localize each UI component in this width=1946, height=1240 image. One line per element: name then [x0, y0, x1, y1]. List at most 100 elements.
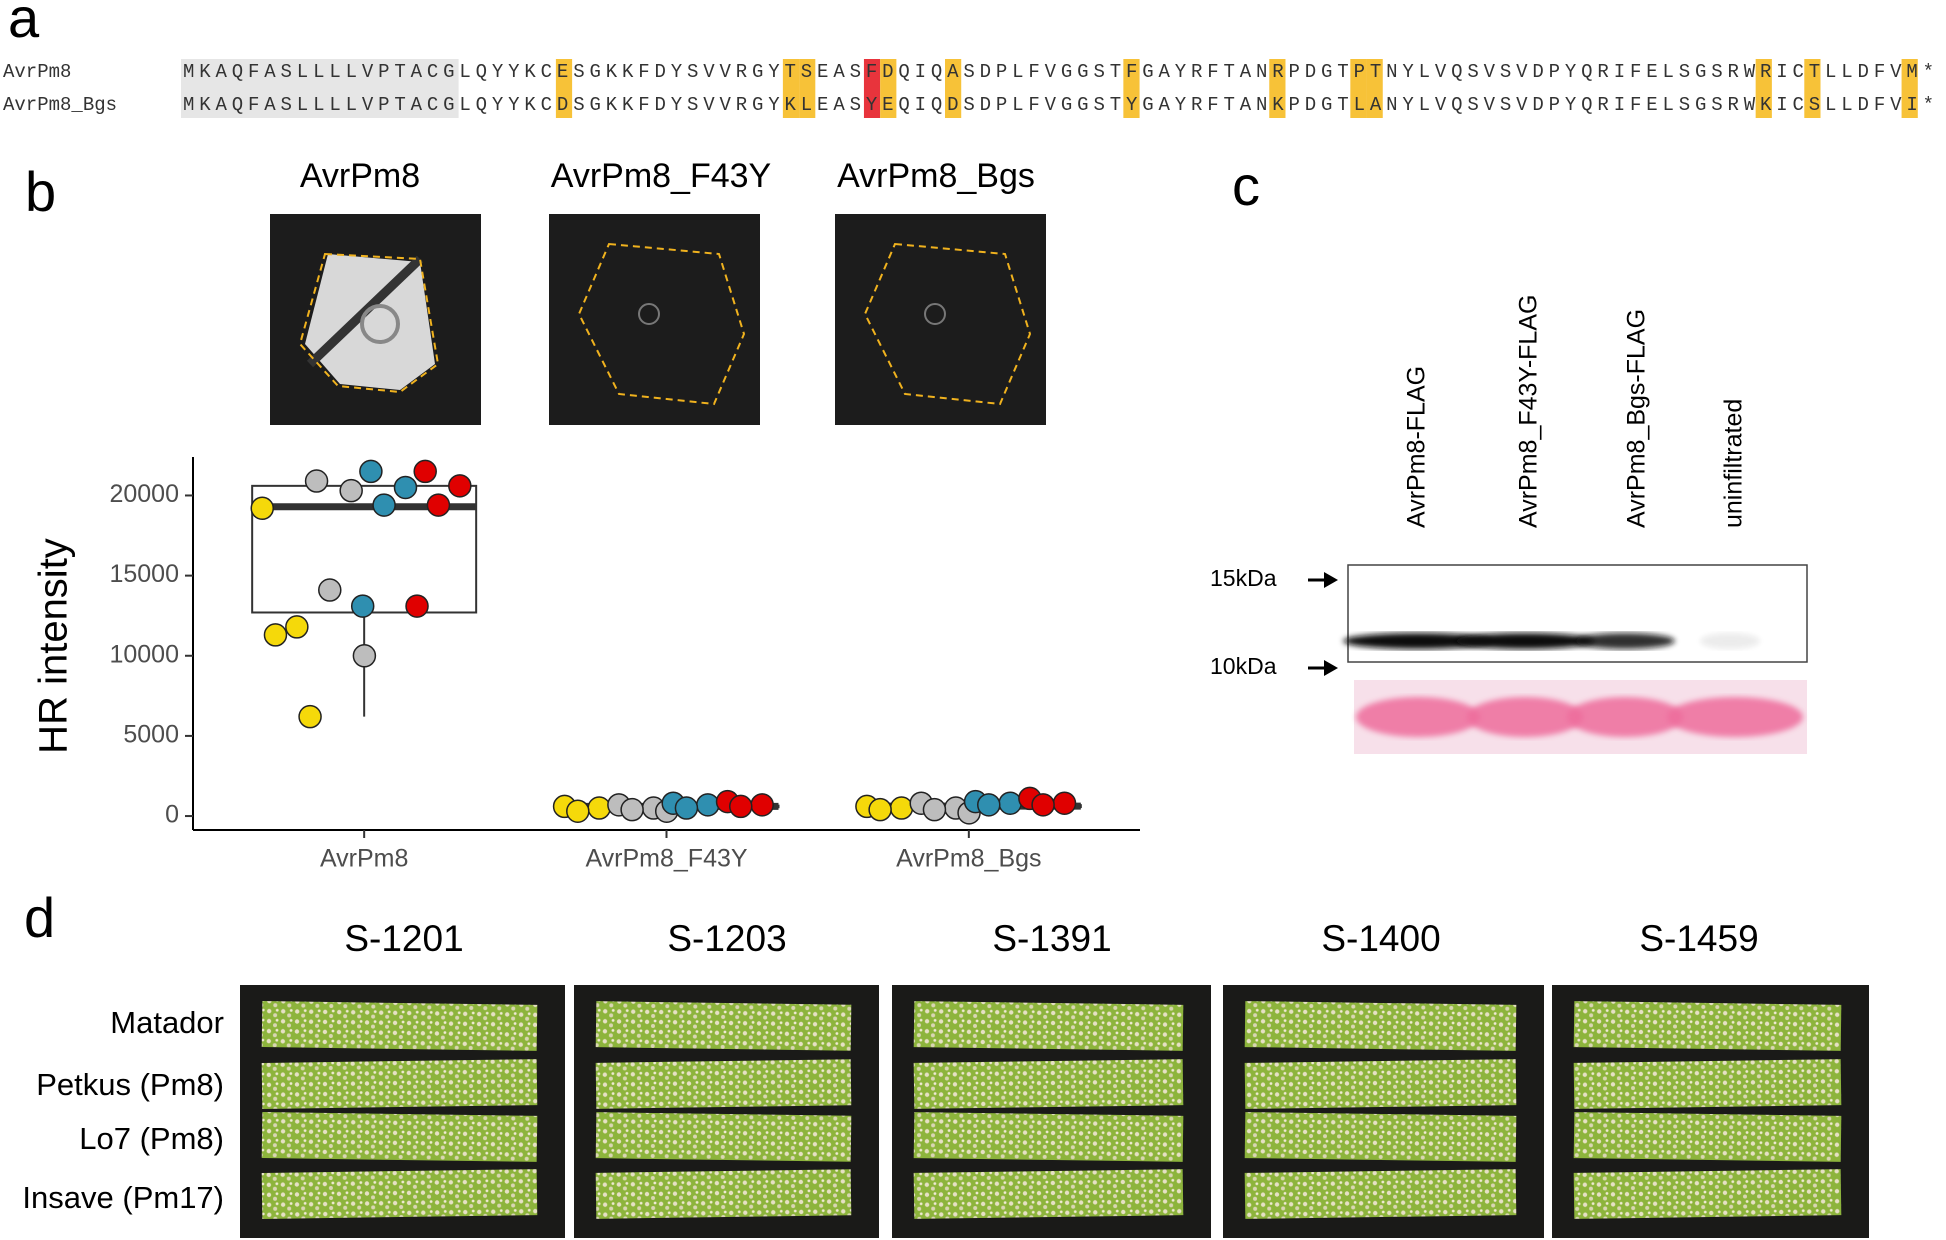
sequence-name: AvrPm8	[3, 61, 71, 83]
leaf	[1573, 1169, 1842, 1219]
lesion-ring	[360, 304, 400, 344]
isolate-label: S-1459	[1639, 918, 1758, 959]
isolate-label: S-1391	[992, 918, 1111, 959]
data-point	[250, 496, 274, 521]
leaf	[595, 1001, 852, 1051]
data-point	[393, 475, 418, 500]
sequence-name: AvrPm8_Bgs	[3, 94, 117, 116]
data-point	[868, 797, 892, 822]
line-label: Petkus (Pm8)	[36, 1067, 224, 1102]
data-point	[426, 493, 451, 517]
data-point	[350, 594, 375, 618]
isolate-label: S-1203	[667, 918, 786, 959]
data-point	[696, 793, 720, 817]
data-point	[372, 493, 396, 517]
data-point	[359, 459, 383, 484]
isolate-label: S-1400	[1321, 918, 1440, 959]
data-point	[587, 796, 611, 820]
variant-highlight	[880, 59, 897, 118]
y-tick-label: 5000	[123, 721, 179, 749]
hr-lesion	[305, 254, 435, 390]
y-tick-label: 15000	[109, 560, 179, 588]
ponceau-band	[1356, 697, 1480, 737]
data-point	[977, 793, 1001, 817]
variant-highlight	[1123, 59, 1140, 118]
data-point	[750, 793, 774, 817]
hr-image	[835, 214, 1046, 425]
data-point	[922, 797, 947, 822]
x-tick-label: AvrPm8_F43Y	[585, 845, 747, 873]
leaf	[1244, 1169, 1517, 1219]
data-point	[405, 594, 429, 618]
data-point	[318, 578, 342, 602]
blot-band	[1575, 633, 1675, 649]
line-label: Insave (Pm17)	[22, 1180, 224, 1215]
data-point	[1031, 793, 1055, 817]
lane-label: AvrPm8_F43Y-FLAG	[1515, 295, 1543, 528]
data-point	[729, 794, 753, 819]
ponceau-band	[1567, 697, 1683, 737]
data-point	[620, 797, 644, 822]
lane-label: AvrPm8-FLAG	[1403, 366, 1431, 528]
leaf	[261, 1169, 538, 1219]
leaf	[595, 1112, 852, 1162]
data-point	[263, 623, 288, 647]
leaf	[261, 1112, 538, 1162]
variant-highlight	[1350, 59, 1367, 118]
data-point	[413, 459, 437, 484]
infiltration-outline	[863, 242, 1032, 406]
line-label: Matador	[110, 1005, 224, 1040]
variant-highlight	[1804, 59, 1821, 118]
y-tick-label: 0	[165, 801, 179, 829]
leaf	[595, 1169, 852, 1219]
data-point	[674, 796, 699, 820]
leaf	[261, 1059, 538, 1109]
leaf	[1573, 1059, 1842, 1109]
data-point	[339, 478, 363, 503]
lane-label: uninfiltrated	[1720, 399, 1748, 528]
lesion-ring	[924, 303, 946, 325]
signal-peptide	[181, 59, 459, 118]
infiltration-outline	[577, 242, 746, 406]
lesion-ring	[638, 303, 660, 325]
data-point	[889, 796, 914, 820]
data-point	[566, 799, 590, 823]
lane-label: AvrPm8_Bgs-FLAG	[1623, 309, 1651, 528]
variant-highlight	[1269, 59, 1286, 118]
isolate-label: S-1201	[344, 918, 463, 959]
leaf	[261, 1001, 538, 1051]
y-axis-label: HR intensity	[32, 538, 76, 754]
image-title: AvrPm8_Bgs	[837, 157, 1035, 195]
variant-highlight	[1901, 59, 1918, 118]
line-label: Lo7 (Pm8)	[79, 1121, 224, 1156]
y-tick-label: 20000	[109, 480, 179, 508]
variant-highlight	[555, 59, 573, 118]
leaf	[1573, 1001, 1842, 1051]
marker-arrowhead	[1324, 572, 1338, 588]
variant-highlight	[863, 59, 881, 118]
ponceau-band	[1467, 697, 1583, 737]
panel-label: c	[1232, 154, 1260, 217]
marker-label: 10kDa	[1210, 653, 1277, 679]
y-tick-label: 10000	[109, 640, 179, 668]
data-point	[298, 704, 322, 729]
variant-highlight	[1755, 59, 1772, 118]
data-point	[1052, 791, 1077, 815]
leaf	[1244, 1059, 1517, 1109]
variant-highlight	[1366, 59, 1383, 118]
hr-image	[549, 214, 760, 425]
data-point	[448, 474, 472, 498]
marker-label: 15kDa	[1210, 565, 1277, 591]
x-tick-label: AvrPm8_Bgs	[896, 845, 1041, 873]
data-point	[998, 791, 1022, 815]
leaf	[1244, 1112, 1517, 1162]
leaf	[913, 1112, 1184, 1162]
leaf	[595, 1059, 852, 1109]
data-point	[285, 615, 309, 639]
leaf	[913, 1001, 1184, 1051]
x-tick-label: AvrPm8	[320, 845, 408, 873]
variant-highlight	[945, 59, 962, 118]
leaf	[1244, 1001, 1517, 1051]
variant-highlight	[782, 59, 800, 118]
